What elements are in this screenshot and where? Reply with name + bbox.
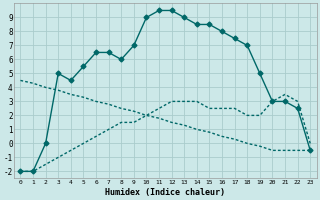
X-axis label: Humidex (Indice chaleur): Humidex (Indice chaleur) (105, 188, 225, 197)
